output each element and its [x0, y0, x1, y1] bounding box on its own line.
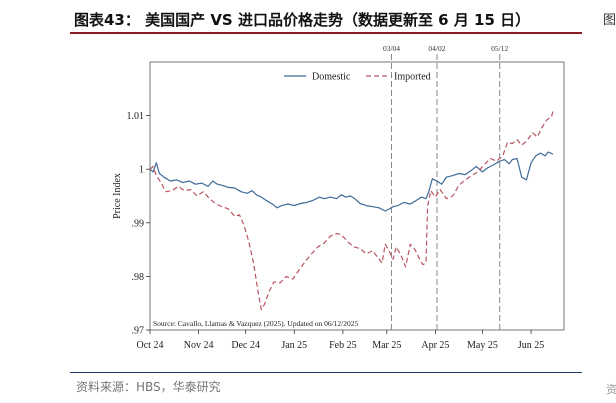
event-label: 03/04	[383, 44, 400, 53]
y-tick-label: 1.01	[127, 111, 145, 122]
title-rule	[70, 32, 582, 34]
y-axis-title: Price Index	[112, 173, 123, 219]
x-tick-label: Dec 24	[231, 340, 260, 351]
next-source-fragment: 资	[606, 383, 616, 396]
series-line-imported	[149, 111, 554, 311]
x-tick-label: May 25	[467, 340, 498, 351]
x-tick-label: Apr 25	[421, 340, 449, 351]
legend-label-imported: Imported	[394, 72, 431, 83]
x-tick-label: Feb 25	[329, 340, 357, 351]
series-line-domestic	[149, 151, 554, 212]
source-rule	[70, 372, 582, 373]
chart-source-note: Source: Cavallo, Llamas & Vazquez (2025)…	[153, 319, 358, 328]
figure-title: 图表43： 美国国产 VS 进口品价格走势（数据更新至 6 月 15 日）	[74, 11, 531, 29]
plot-area: .97 .98 .99 1 1.01 Oct 24 Nov 24 Dec 24 Jan 25 Fe…	[112, 44, 565, 351]
y-tick-label: .99	[132, 218, 145, 229]
next-figure-title-fragment: 图	[603, 13, 616, 28]
legend-label-domestic: Domestic	[312, 72, 351, 83]
source-note: 资料来源：HBS，华泰研究	[76, 380, 221, 394]
x-tick-label: Mar 25	[372, 340, 401, 351]
y-tick-label: .98	[132, 272, 145, 283]
x-tick-label: Jun 25	[518, 340, 544, 351]
event-label: 05/12	[491, 44, 508, 53]
y-tick-label: 1	[139, 165, 144, 176]
x-tick-label: Oct 24	[137, 340, 164, 351]
x-tick-label: Nov 24	[184, 340, 214, 351]
plot-frame	[149, 61, 565, 331]
x-tick-label: Jan 25	[281, 340, 307, 351]
event-label: 04/02	[428, 44, 445, 53]
y-tick-label: .97	[132, 326, 145, 337]
